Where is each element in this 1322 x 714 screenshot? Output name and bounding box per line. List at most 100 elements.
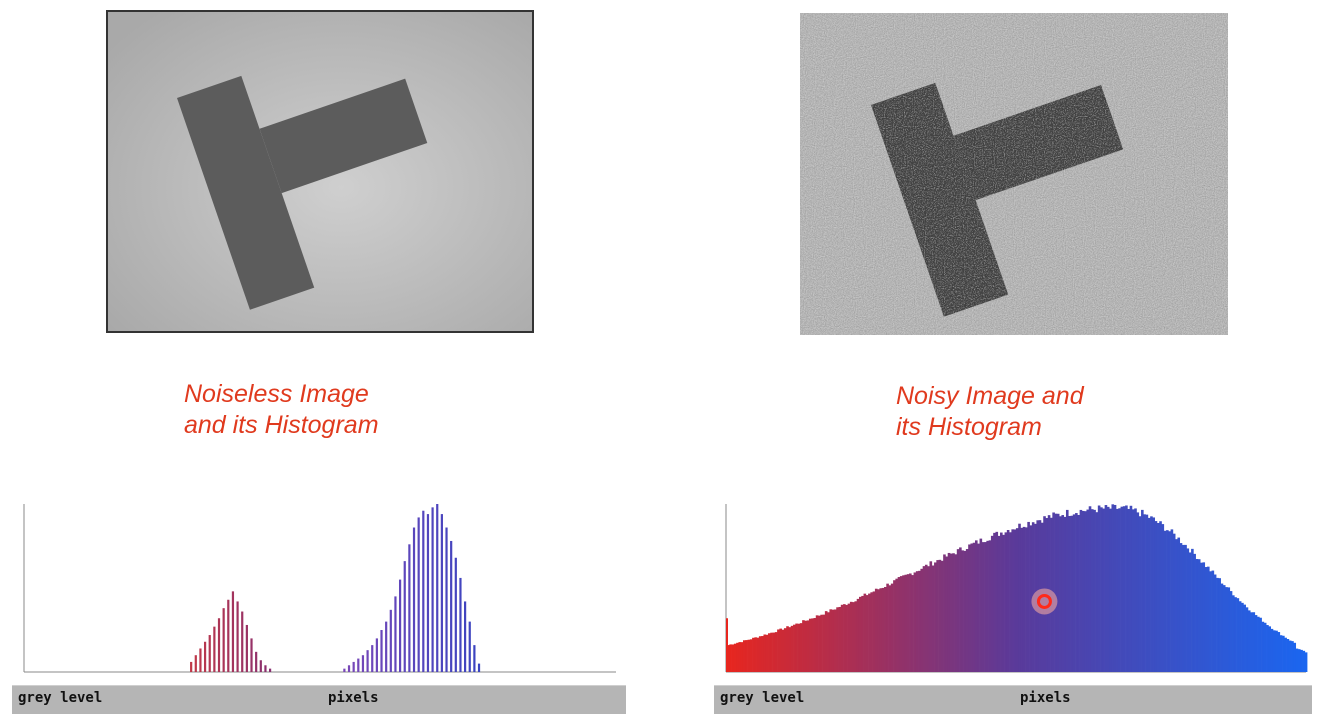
noisy-hist-bar — [947, 552, 951, 672]
noisy-hist-bar — [1225, 587, 1228, 672]
noiseless-hist-bar — [213, 626, 216, 672]
noisy-hist-bar — [1084, 511, 1087, 672]
noisy-hist-bar — [1125, 505, 1128, 672]
noisy-hist-bar — [1163, 530, 1167, 672]
noisy-hist-bar — [1197, 559, 1201, 672]
noisy-hist-bar — [1015, 528, 1019, 672]
noiseless-hist-bar — [426, 514, 430, 672]
noiseless-image-graphic — [108, 12, 532, 331]
noisy-hist-bar — [818, 615, 821, 672]
noisy-hist-bar — [1134, 508, 1137, 672]
noisy-hist-bar — [1232, 595, 1235, 672]
noiseless-hist-bar — [389, 609, 392, 672]
noisy-hist-bar — [752, 637, 755, 672]
noiseless-hist-bar — [440, 514, 443, 672]
noisy-hist-bar — [952, 553, 955, 672]
noisy-hist-bar — [763, 634, 767, 672]
noisy-hist-bar — [742, 640, 746, 672]
noisy-caption-line1: Noisy Image and — [896, 382, 1084, 410]
noisy-hist-bar — [1070, 515, 1074, 672]
noisy-hist-bar — [797, 623, 801, 672]
noiseless-hist-bar — [352, 661, 355, 672]
noisy-hist-bar — [1204, 567, 1208, 672]
noisy-hist-bar — [1227, 587, 1231, 672]
noiseless-hist-bar — [231, 591, 235, 672]
noisy-hist-bar — [920, 568, 924, 672]
noisy-hist-bar — [1168, 531, 1171, 672]
noisy-hist-bar — [1147, 517, 1151, 672]
noisy-hist-bar — [1186, 548, 1190, 672]
noisy-hist-bar — [1202, 562, 1206, 672]
noisy-hist-bar — [772, 632, 776, 672]
noisy-hist-bar — [1009, 532, 1012, 672]
noisy-hist-bar — [740, 642, 744, 672]
noisy-hist-bar — [770, 632, 773, 672]
noiseless-hist-bar — [403, 561, 406, 672]
noisy-hist-bar — [1234, 597, 1237, 672]
noiseless-hist-bar — [255, 651, 258, 672]
noisy-hist-bar — [1300, 649, 1303, 672]
noisy-hist-bar — [1304, 652, 1308, 672]
noiseless-hist-bar — [371, 645, 374, 672]
noisy-hist-bar — [843, 604, 846, 672]
noiseless-hist-bar — [366, 650, 369, 672]
noisy-hist-bar — [902, 575, 905, 672]
noisy-hist-bar — [963, 550, 967, 672]
noisy-hist-bar — [731, 644, 735, 672]
noisy-hist-bar — [1136, 512, 1140, 672]
noiseless-hist-bar — [208, 635, 211, 672]
noisy-hist-bar — [868, 593, 871, 672]
noisy-hist-bar — [1261, 621, 1265, 672]
noisy-hist-bar — [733, 643, 737, 672]
noiseless-hist-bar — [380, 630, 383, 672]
noiseless-image — [106, 10, 534, 333]
noisy-hist-bar — [1072, 514, 1076, 672]
noisy-hist-bar — [749, 639, 753, 672]
noisy-hist-bar — [758, 636, 762, 672]
noiseless-hist-bar — [343, 668, 346, 672]
noisy-hist-bar — [1254, 615, 1258, 672]
noiseless-hist-bar — [473, 645, 476, 672]
noisy-hist-bar — [913, 572, 917, 672]
noisy-hist-bar — [790, 625, 794, 672]
noisy-hist-bar — [1175, 539, 1178, 672]
noisy-hist-bar — [1172, 533, 1176, 672]
noiseless-hist-bar — [250, 638, 253, 672]
noisy-hist-bar — [1263, 622, 1267, 672]
noisy-hist-bar — [1277, 632, 1281, 672]
noisy-hist-bar — [1302, 650, 1306, 672]
noisy-hist-bar — [754, 637, 757, 672]
noisy-hist-bar — [1113, 504, 1117, 672]
noisy-hist-bar — [874, 588, 878, 672]
noisy-hist-bar — [940, 560, 944, 672]
noisy-hist-bar — [1013, 529, 1017, 672]
noiseless-hist-bar — [259, 660, 262, 672]
noisy-hist-bar — [829, 609, 833, 672]
noiseless-hist-bar — [227, 599, 230, 672]
noisy-hist-bar — [840, 604, 844, 672]
noisy-hist-bar — [1284, 637, 1287, 672]
noisy-hist-bar — [895, 578, 898, 672]
noisy-hist-bar — [997, 535, 1001, 672]
noiseless-hist-bar — [264, 665, 267, 672]
noisy-hist-bar — [929, 561, 933, 672]
noisy-image-graphic — [800, 13, 1228, 335]
noisy-hist-bar — [806, 620, 810, 672]
noisy-hist-bar — [1141, 509, 1144, 672]
noisy-ylabel: pixels — [1020, 690, 1071, 706]
noisy-hist-bar — [1282, 635, 1285, 672]
noisy-hist-bar — [1179, 543, 1183, 672]
noisy-hist-bar — [1216, 577, 1219, 672]
noisy-hist-bar — [1252, 612, 1256, 672]
noisy-hist-bar — [1170, 529, 1174, 672]
noisy-hist-bar — [884, 586, 887, 672]
noisy-hist-bar — [1063, 516, 1067, 672]
noisy-hist-bar — [904, 574, 908, 672]
noiseless-hist-bar — [445, 527, 448, 672]
noisy-hist-bar — [1090, 509, 1094, 672]
noisy-hist-bar — [729, 644, 732, 672]
noisy-hist-bar — [820, 614, 823, 672]
noisy-hist-bar — [1127, 508, 1130, 672]
noisy-axis-strip: grey level pixels — [714, 685, 1312, 714]
noiseless-hist-bar — [268, 668, 272, 672]
